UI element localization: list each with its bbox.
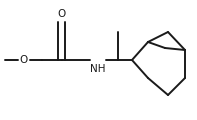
Text: O: O: [58, 9, 66, 19]
Text: NH: NH: [90, 64, 106, 74]
Text: O: O: [20, 55, 28, 65]
